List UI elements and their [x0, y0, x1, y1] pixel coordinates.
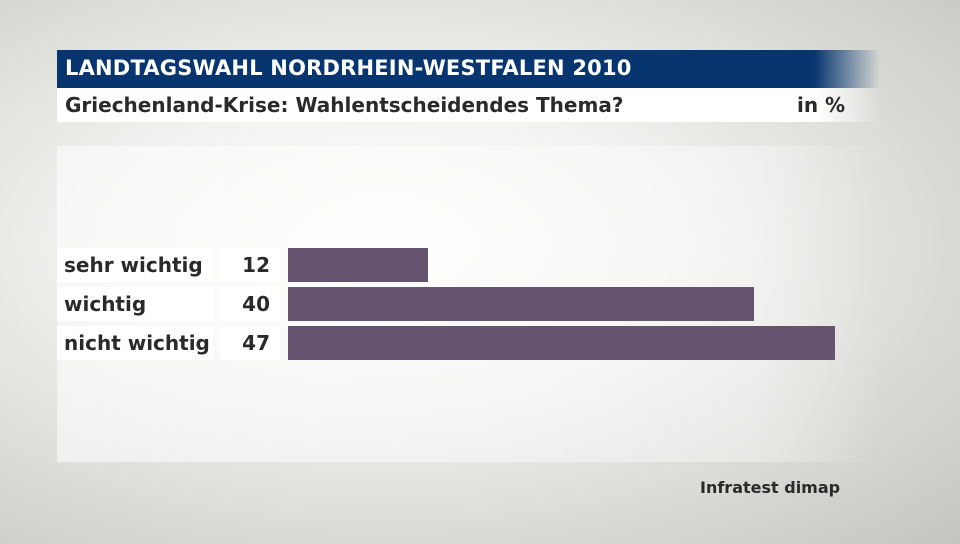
chart-title: LANDTAGSWAHL NORDRHEIN-WESTFALEN 2010	[65, 56, 632, 80]
value-label-box: 40	[220, 287, 280, 321]
source-label: Infratest dimap	[700, 478, 841, 497]
category-label-box: nicht wichtig	[57, 326, 213, 360]
chart-subtitle: Griechenland-Krise: Wahlentscheidendes T…	[65, 93, 624, 117]
chart-subtitle-bar: Griechenland-Krise: Wahlentscheidendes T…	[57, 88, 880, 122]
chart-title-bar: LANDTAGSWAHL NORDRHEIN-WESTFALEN 2010	[57, 50, 880, 88]
value-label-box: 12	[220, 248, 280, 282]
category-label: sehr wichtig	[64, 253, 203, 277]
category-label: nicht wichtig	[64, 331, 210, 355]
data-label: 47	[242, 331, 270, 355]
category-label: wichtig	[64, 292, 147, 316]
value-label-box: 47	[220, 326, 280, 360]
data-label: 12	[242, 253, 270, 277]
data-label: 40	[242, 292, 270, 316]
category-label-box: sehr wichtig	[57, 248, 213, 282]
bar	[288, 326, 835, 360]
unit-label: in %	[797, 93, 846, 117]
category-label-box: wichtig	[57, 287, 213, 321]
bar	[288, 287, 754, 321]
bar	[288, 248, 428, 282]
